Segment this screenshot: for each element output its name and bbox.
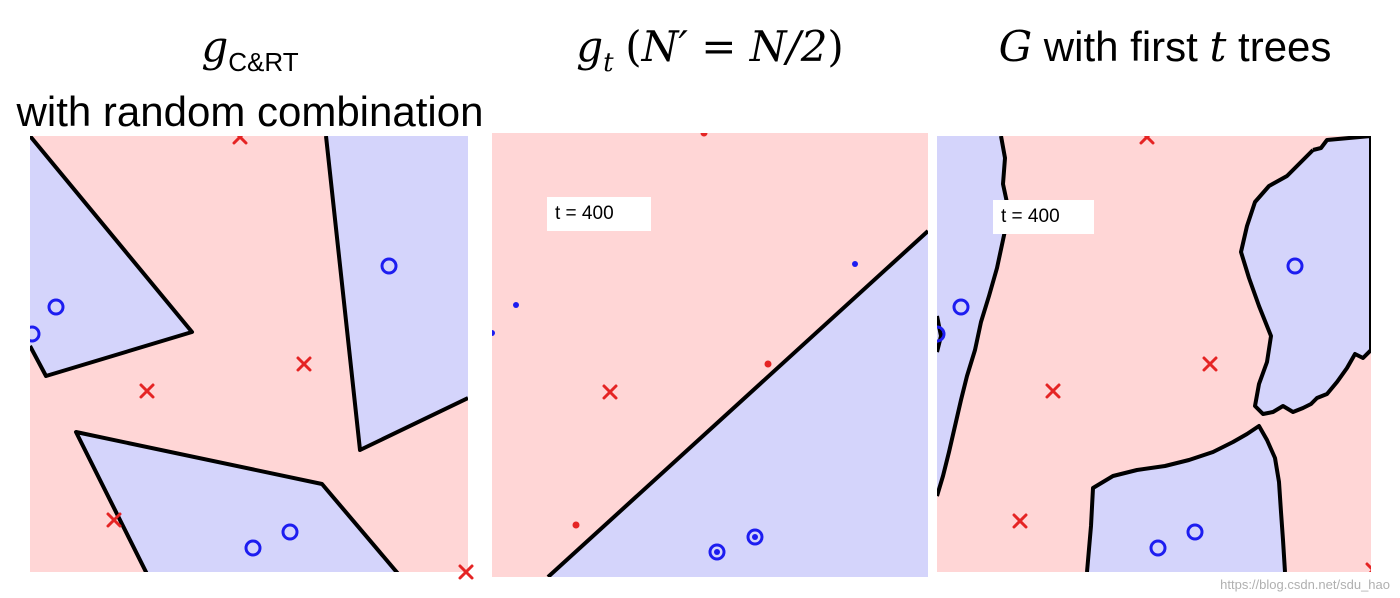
x-point — [764, 360, 772, 368]
x-marker — [602, 384, 618, 400]
o-marker — [281, 523, 299, 541]
x-marker — [106, 512, 122, 528]
panel1-markers — [30, 136, 398, 557]
panel2-iteration-label: t = 400 — [547, 197, 651, 231]
x-point — [700, 133, 708, 137]
panel3-region-o-bottom — [1087, 426, 1285, 572]
panel3-boundary-bottom — [1085, 424, 1287, 572]
panel1-title-subscript: C&RT — [228, 47, 299, 77]
panel3-boundary-edge — [937, 315, 943, 353]
x-marker — [458, 564, 474, 580]
panel1-boundary-bottom — [74, 430, 400, 572]
x-marker — [1139, 136, 1155, 145]
o-marker — [1186, 523, 1204, 541]
panel3-title-middle: with first — [1032, 23, 1210, 70]
panel2-title-paren-open: ( — [625, 22, 642, 71]
panel1-region-o-left — [30, 136, 192, 376]
panel2-title-symbol: g — [576, 22, 604, 71]
o-point — [513, 302, 519, 308]
panel1-title-symbol: g — [201, 22, 229, 71]
panel2-markers — [492, 133, 858, 561]
panel1-title-line2: with random combination — [16, 88, 484, 135]
o-marker — [952, 298, 970, 316]
o-marker — [1286, 257, 1304, 275]
o-marker-selected — [746, 528, 764, 546]
x-marker — [1202, 356, 1218, 372]
panel3-boundary-right — [1239, 136, 1371, 416]
panel1-title: gC&RT with random combination — [0, 22, 500, 137]
panel3-markers — [937, 136, 1371, 572]
x-marker — [1045, 383, 1061, 399]
x-marker — [232, 136, 248, 145]
x-marker — [139, 383, 155, 399]
o-point — [852, 261, 858, 267]
x-marker — [1012, 513, 1028, 529]
o-marker — [244, 539, 262, 557]
panel2-title-nprime: N′ — [641, 22, 688, 71]
panel3-iteration-label: t = 400 — [993, 200, 1094, 234]
o-marker — [47, 298, 65, 316]
o-marker — [1149, 539, 1167, 557]
panel3-title-symbol: G — [998, 22, 1033, 71]
o-marker — [380, 257, 398, 275]
panel2-boundary — [546, 229, 928, 577]
panel3-region-o-right — [1241, 136, 1371, 414]
panel2-title-subscript: t — [603, 48, 614, 78]
panel3-title: G with first t trees — [935, 22, 1395, 72]
x-point — [572, 521, 580, 529]
panel1-outside-marker — [458, 564, 474, 580]
panel2-title: gt (N′ = N/2) — [490, 22, 930, 88]
panel3-title-var: t — [1209, 22, 1227, 71]
panel2-title-paren-close: ) — [827, 22, 844, 71]
panel1-boundary-left — [30, 136, 194, 378]
panel1-boundary-right — [324, 136, 468, 452]
panel3-boundary-left — [937, 136, 1011, 497]
o-marker-selected — [708, 543, 726, 561]
panel1-plot — [30, 136, 468, 572]
x-marker — [296, 356, 312, 372]
o-marker — [937, 325, 946, 343]
watermark: https://blog.csdn.net/sdu_hao — [1220, 577, 1390, 592]
panel3-title-end: trees — [1226, 23, 1332, 70]
o-point — [492, 330, 495, 336]
panel2-title-equals: = — [687, 22, 750, 71]
o-marker — [30, 325, 41, 343]
panel2-title-rhs: N/2 — [749, 22, 828, 71]
x-marker — [1365, 562, 1371, 572]
panel3-region-o-left — [937, 136, 1009, 496]
panel1-region-o-right — [326, 136, 468, 450]
panel1-region-o-bottom — [76, 432, 397, 572]
